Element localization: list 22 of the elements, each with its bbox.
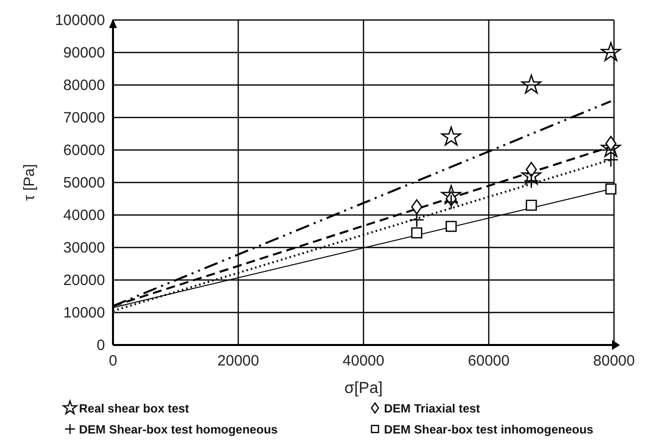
y-tick-label: 80000: [63, 76, 105, 94]
y-tick-label: 30000: [63, 239, 105, 256]
legend-label: DEM Shear-box test homogeneous: [79, 422, 278, 436]
y-tick-label: 40000: [63, 206, 105, 224]
x-tick-label: 60000: [468, 352, 510, 370]
legend-label: DEM Shear-box test inhomogeneous: [384, 422, 594, 436]
y-tick-label: 60000: [63, 142, 105, 159]
x-tick-label: 80000: [593, 352, 635, 370]
y-tick-label: 0: [96, 336, 105, 354]
y-tick-label: 10000: [63, 304, 105, 322]
legend-label: DEM Triaxial test: [384, 402, 480, 416]
y-tick-label: 70000: [63, 109, 105, 126]
y-axis-title: τ [Pa]: [21, 164, 38, 201]
y-tick-label: 90000: [63, 44, 105, 62]
y-tick-label: 100000: [54, 12, 105, 29]
x-tick-label: 40000: [342, 352, 384, 370]
x-axis-title: σ[Pa]: [344, 380, 383, 397]
y-tick-label: 20000: [63, 272, 105, 289]
y-tick-label: 50000: [63, 174, 105, 192]
x-tick-label: 0: [108, 352, 118, 370]
x-tick-label: 20000: [217, 352, 260, 370]
legend-label: Real shear box test: [79, 402, 190, 416]
